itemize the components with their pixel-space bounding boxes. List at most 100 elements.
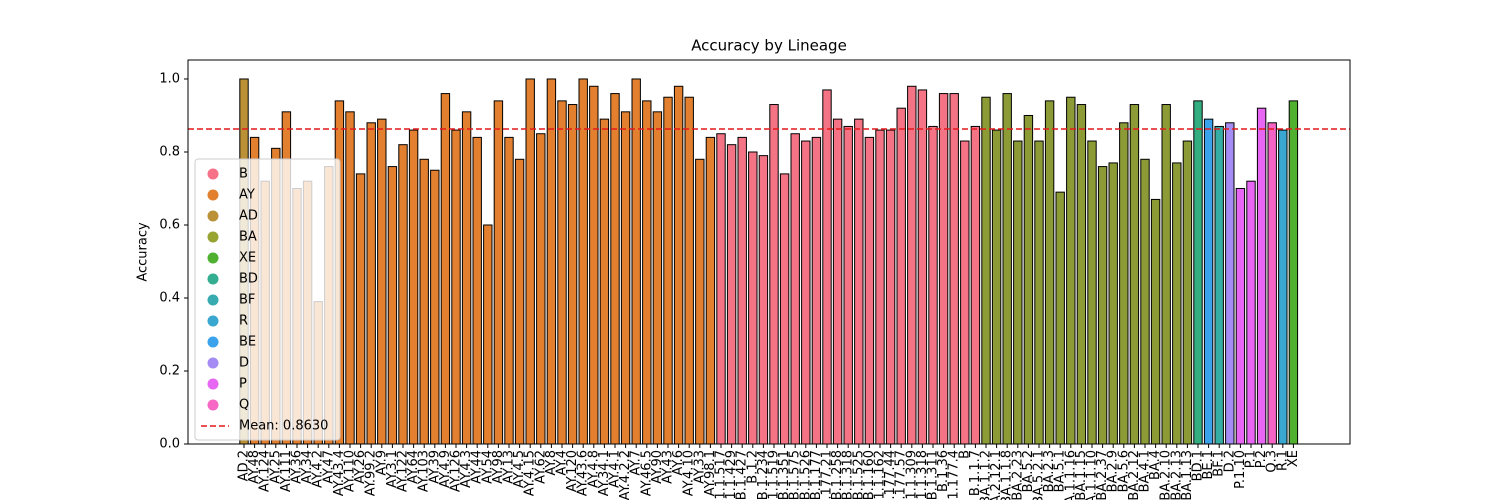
bar [705, 136, 716, 445]
bar [970, 125, 981, 445]
bar [610, 93, 620, 445]
x-tick-label: AY.64 [406, 450, 421, 484]
x-tick-label: AY.4.2.2 [618, 450, 633, 500]
x-tick-label: BD.1 [1191, 450, 1206, 481]
legend-label: P [239, 377, 247, 392]
bar [1225, 122, 1235, 445]
x-tick-label: BA.2.12.1 [989, 450, 1004, 500]
x-tick-label: AY.4.5 [512, 450, 527, 488]
x-tick-label: BE.1 [1201, 450, 1216, 480]
bar [949, 93, 959, 445]
bar [493, 100, 504, 445]
x-tick-label: BA.2.13 [1169, 450, 1184, 500]
bar [1108, 162, 1118, 445]
bar [631, 78, 641, 445]
x-tick-label: AY.4.8 [586, 450, 601, 488]
legend-label: AD [239, 209, 258, 224]
bar [387, 166, 398, 445]
x-tick-label: BA.2.12 [1127, 450, 1142, 500]
bar [981, 96, 991, 445]
bar [663, 96, 673, 445]
x-tick-label: B.1.1.309 [904, 450, 919, 500]
bar [642, 100, 652, 445]
bar [620, 111, 631, 445]
x-tick-label: B.1.177.21 [820, 450, 835, 500]
x-tick-label: AY.26 [353, 450, 368, 484]
x-tick-label: B.1.177 [809, 450, 824, 500]
x-tick-label: BA.5.2 [1021, 450, 1036, 492]
bar [758, 155, 769, 445]
y-tick-label: 1.0 [159, 71, 180, 86]
legend-marker [207, 315, 219, 327]
x-tick-label: P.1 [1244, 450, 1259, 468]
bar [1066, 96, 1076, 445]
x-tick-label: BA.1.1.8 [1000, 450, 1015, 500]
x-tick-label: BA.2.10 [1159, 450, 1174, 500]
x-tick-label: AY.4.2 [311, 450, 326, 488]
legend-label: B [239, 167, 248, 182]
x-tick-label: B.1.311 [926, 450, 941, 500]
x-tick-label: AY.122 [396, 450, 411, 492]
x-tick-label: B.1.575 [788, 450, 803, 500]
x-tick-label: B.1.1.519 [767, 450, 782, 500]
x-tick-label: AY.43 [661, 450, 676, 484]
x-tick-label: AY.126 [449, 450, 464, 492]
bar [1235, 187, 1246, 445]
bar [1002, 93, 1012, 445]
bar [960, 140, 970, 445]
bar [875, 129, 885, 445]
bar [769, 104, 779, 445]
y-tick-label: 0.6 [159, 217, 180, 232]
legend-marker [207, 357, 219, 369]
bar [938, 93, 949, 445]
x-tick-label: AY.4.15 [523, 450, 538, 496]
x-tick-label: AY.46.5 [639, 450, 654, 496]
x-tick-label: B.1.1.517 [714, 450, 729, 500]
bar [1182, 140, 1193, 445]
x-tick-label: BA.5.1 [1053, 450, 1068, 492]
bar [1150, 198, 1161, 445]
x-tick-label: AY.98 [491, 450, 506, 484]
bar [483, 224, 493, 445]
x-tick-label: BA.2.37 [1095, 450, 1110, 500]
x-tick-label: AY.44 [470, 450, 485, 484]
bar [1013, 140, 1023, 445]
bar [408, 129, 419, 445]
x-tick-label: AY.120 [565, 450, 580, 492]
x-tick-label: B.1.36 [936, 450, 951, 492]
legend-label: AY [239, 188, 255, 203]
x-tick-label: R.1 [1275, 450, 1290, 471]
x-tick-label: BA.2.23 [1010, 450, 1025, 500]
y-tick-label: 0.0 [159, 437, 180, 452]
x-tick-label: B.1.525 [851, 450, 866, 500]
x-tick-label: B.1.1.7 [968, 450, 983, 496]
bar [546, 78, 557, 445]
plot-frame [187, 59, 1351, 445]
bar [917, 89, 928, 445]
bar [366, 122, 376, 445]
bar [801, 140, 811, 445]
x-tick-label: AY.34 [300, 450, 315, 484]
y-tick-label: 0.8 [159, 144, 180, 159]
legend-label: Q [239, 398, 249, 413]
x-tick-label: B.1.526 [798, 450, 813, 500]
bar [896, 107, 906, 445]
x-tick-label: B.1.351 [777, 450, 792, 500]
bar [1278, 129, 1288, 445]
bar [451, 129, 461, 445]
bar [578, 78, 588, 445]
x-tick-label: AY.47 [321, 450, 336, 484]
bar [1034, 140, 1044, 445]
x-tick-label: B.1.1.162 [873, 450, 888, 500]
x-tick-label: BA.5.6 [1116, 450, 1131, 492]
x-tick-label: B.1.234 [756, 450, 771, 500]
bar [1044, 100, 1055, 445]
legend-label: R [239, 314, 248, 329]
x-tick-label: AY.43.6 [576, 450, 591, 496]
x-tick-label: AY.9 [374, 450, 389, 476]
x-tick-label: AY.39 [427, 450, 442, 484]
legend-marker [207, 294, 219, 306]
bar [599, 118, 610, 445]
bar [504, 136, 514, 445]
x-tick-label: AY.6 [671, 450, 686, 476]
